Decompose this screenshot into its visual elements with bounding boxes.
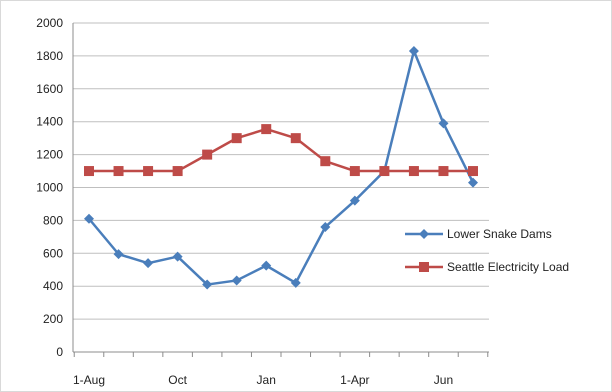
data-point (231, 275, 242, 286)
data-point (261, 124, 272, 135)
data-point (438, 118, 449, 129)
y-tick-label: 1200 (36, 148, 63, 162)
y-tick-label: 600 (43, 246, 63, 260)
data-point (290, 277, 301, 288)
data-point (468, 177, 478, 188)
y-tick-label: 800 (43, 213, 63, 227)
y-tick-label: 1800 (36, 49, 63, 63)
data-point (202, 149, 213, 160)
x-tick-label: Oct (168, 373, 187, 387)
legend-entry: Seattle Electricity Load (405, 260, 569, 274)
data-point (408, 45, 419, 56)
data-point (408, 166, 419, 177)
data-point (143, 166, 154, 177)
series-line (89, 127, 473, 173)
data-point (320, 221, 331, 232)
axes: 0 200 400 600 800 1000 1200 1400 1600 1800 2000 1-A… (36, 16, 489, 387)
x-tick-label: 1-Aug (73, 373, 105, 387)
data-point (438, 166, 449, 177)
x-tick-label: Jan (257, 373, 276, 387)
data-point (468, 166, 478, 177)
data-point (84, 166, 94, 177)
data-point (379, 166, 390, 177)
data-point (202, 279, 213, 290)
data-point (349, 195, 360, 206)
y-tick-label: 1400 (36, 115, 63, 129)
y-tick-label: 0 (56, 345, 63, 359)
legend-marker (419, 262, 429, 272)
legend-label: Lower Snake Dams (447, 227, 552, 241)
legend-label: Seattle Electricity Load (447, 260, 569, 274)
grid-lines (73, 22, 489, 320)
y-tick-label: 1000 (36, 181, 63, 195)
data-point (320, 156, 331, 167)
data-point (231, 133, 242, 144)
data-point (143, 258, 154, 269)
x-tick-label: 1-Apr (340, 373, 369, 387)
data-point (84, 213, 94, 224)
series-1 (84, 124, 478, 177)
data-point (172, 166, 183, 177)
legend-marker (419, 229, 429, 239)
y-tick-label: 200 (43, 312, 63, 326)
data-point (261, 260, 272, 271)
legend-entry: Lower Snake Dams (405, 227, 552, 241)
legend: Lower Snake Dams Seattle Electricity Load (405, 227, 569, 274)
series-lines (84, 45, 478, 290)
data-point (113, 249, 124, 260)
x-tick-label: Jun (434, 373, 453, 387)
data-point (172, 251, 183, 262)
y-tick-label: 2000 (36, 16, 63, 30)
data-point (349, 166, 360, 177)
data-point (290, 133, 301, 144)
y-tick-label: 400 (43, 279, 63, 293)
data-point (113, 166, 124, 177)
series-line (88, 49, 475, 286)
y-tick-label: 1600 (36, 82, 63, 96)
